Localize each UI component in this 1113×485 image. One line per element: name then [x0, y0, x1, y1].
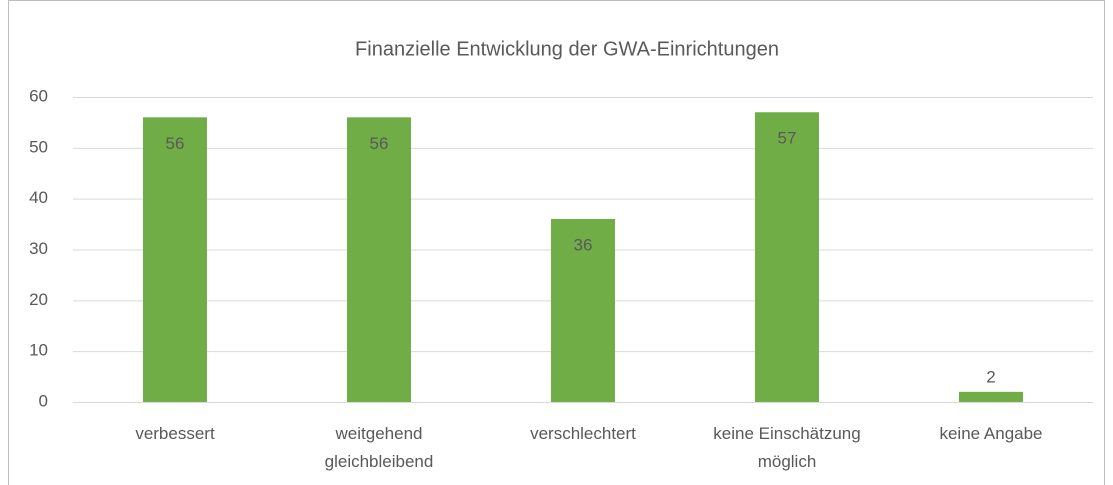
bar [143, 117, 207, 402]
y-tick-label: 0 [39, 391, 48, 410]
data-label: 36 [574, 235, 593, 254]
x-tick-label: keine Angabe [939, 424, 1043, 443]
y-tick-label: 20 [29, 290, 48, 309]
x-tick-label: verbessert [135, 424, 215, 443]
data-label: 56 [370, 134, 389, 153]
bar [755, 112, 819, 402]
bar [551, 219, 615, 402]
bar [959, 391, 1023, 402]
y-tick-label: 60 [29, 86, 48, 105]
data-label: 57 [778, 129, 797, 148]
x-tick-label: keine Einschätzung möglich [713, 424, 861, 471]
bar [347, 117, 411, 402]
data-label: 2 [986, 367, 995, 386]
y-tick-label: 10 [29, 341, 48, 360]
y-tick-label: 40 [29, 188, 48, 207]
x-tick-label: verschlechtert [530, 424, 636, 443]
y-tick-label: 50 [29, 137, 48, 156]
y-tick-label: 30 [29, 239, 48, 258]
x-tick-label: weitgehend gleichbleibend [324, 424, 434, 471]
data-label: 56 [166, 134, 185, 153]
chart-title: Finanzielle Entwicklung der GWA-Einricht… [355, 38, 779, 60]
